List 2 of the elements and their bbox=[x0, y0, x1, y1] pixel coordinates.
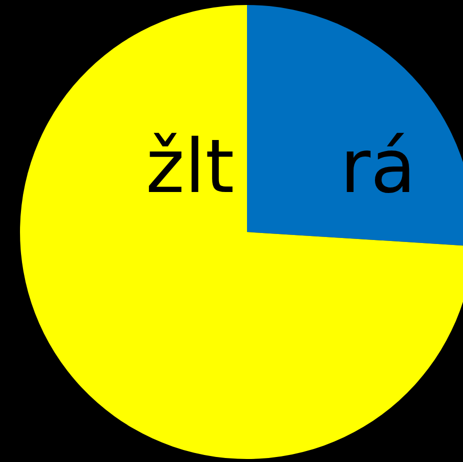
slice-label: rá bbox=[340, 124, 416, 210]
slice-label: žlt bbox=[146, 124, 234, 210]
